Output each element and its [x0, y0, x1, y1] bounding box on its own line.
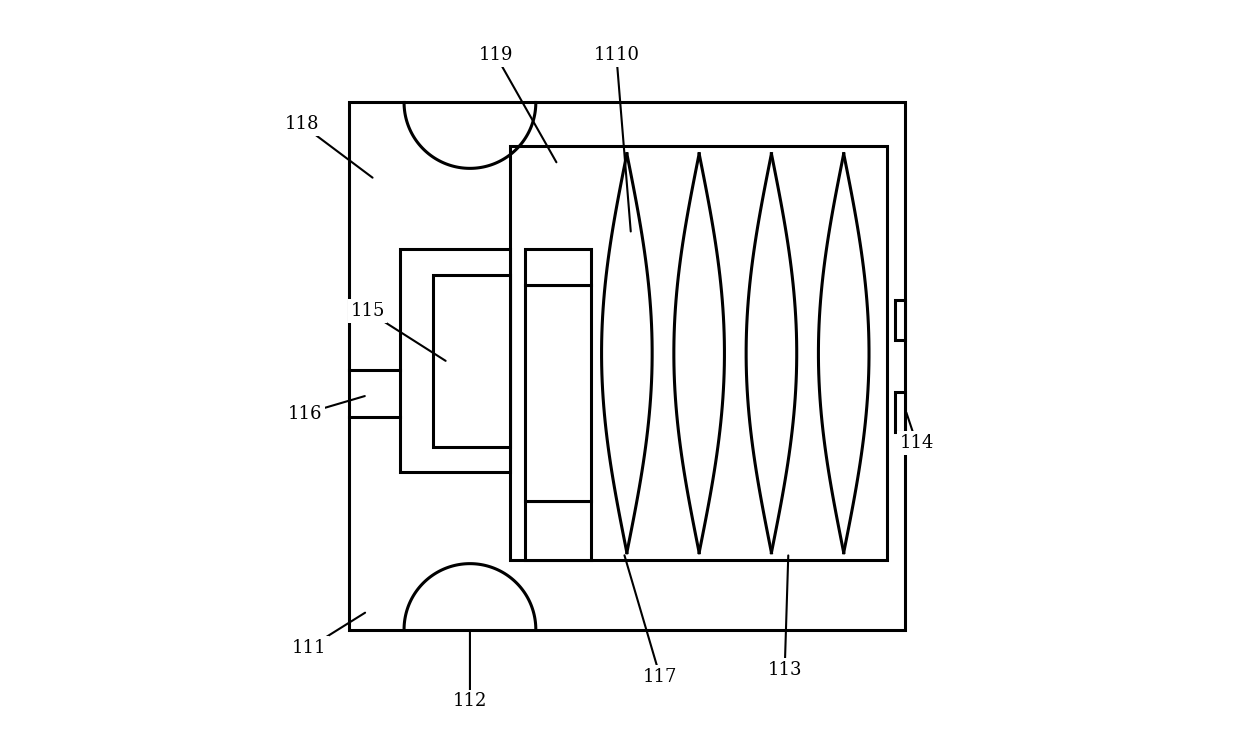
Text: 116: 116: [288, 405, 322, 422]
Text: 115: 115: [350, 302, 384, 320]
Text: 111: 111: [291, 639, 326, 657]
Bar: [525, 285, 590, 501]
Bar: [433, 274, 510, 447]
Text: 113: 113: [768, 661, 802, 679]
Text: 1110: 1110: [593, 46, 640, 64]
Bar: [510, 146, 887, 560]
Text: 119: 119: [479, 46, 513, 64]
Bar: [525, 249, 590, 285]
Text: 117: 117: [644, 668, 677, 686]
Bar: [401, 249, 510, 472]
Bar: [894, 300, 905, 340]
Bar: [525, 501, 590, 560]
Bar: [894, 392, 905, 432]
Text: 114: 114: [899, 434, 934, 452]
Text: 118: 118: [284, 116, 319, 133]
Bar: [350, 102, 905, 630]
Text: 112: 112: [453, 692, 487, 710]
